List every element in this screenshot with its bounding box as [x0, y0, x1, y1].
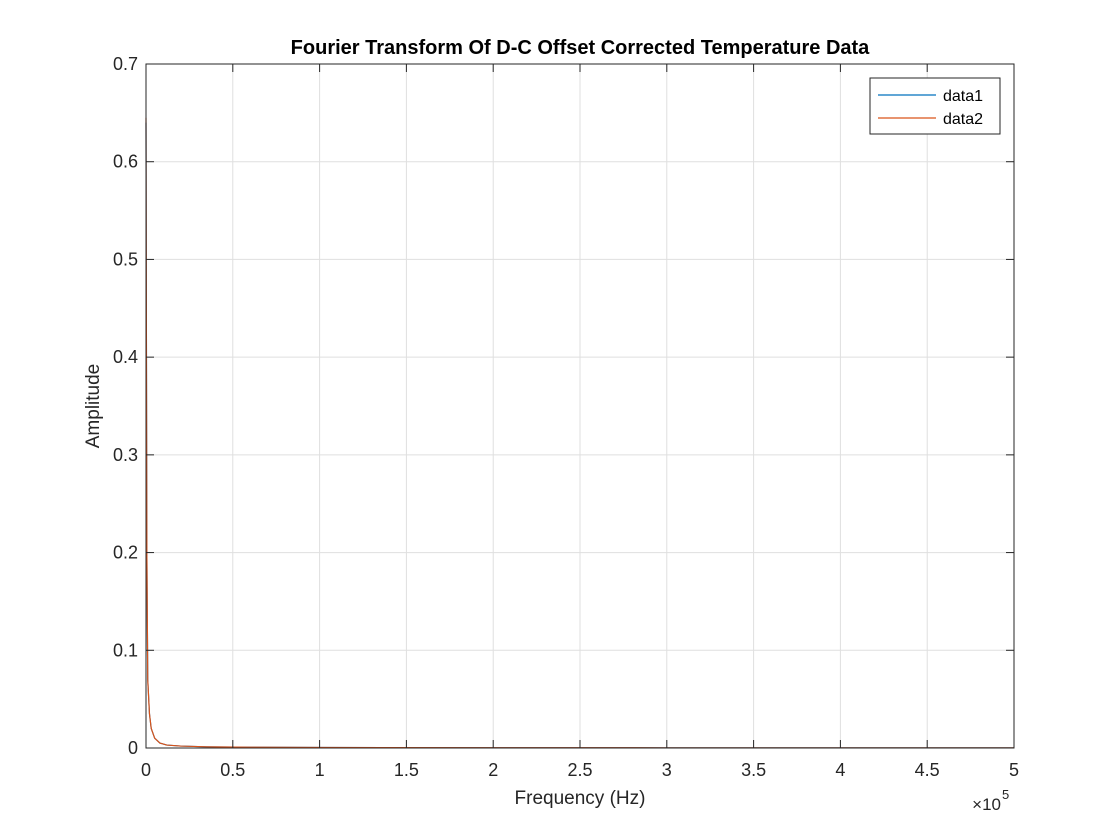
ticks — [145, 63, 1015, 749]
x-axis-exponent: ×10 5 — [972, 787, 1009, 814]
legend-box — [869, 77, 1001, 135]
x-tick-label: 3 — [662, 760, 672, 780]
y-tick-label: 0.5 — [113, 249, 138, 269]
x-tick-label: 4.5 — [915, 760, 940, 780]
y-axis-label: Amplitude — [83, 364, 104, 449]
y-tick-label: 0.1 — [113, 640, 138, 660]
chart-title: Fourier Transform Of D-C Offset Correcte… — [291, 37, 871, 59]
x-tick-label: 5 — [1009, 760, 1019, 780]
y-tick-label: 0 — [128, 738, 138, 758]
x-tick-label: 0 — [141, 760, 151, 780]
x-tick-label: 0.5 — [220, 760, 245, 780]
x-axis-exponent-base: ×10 — [972, 795, 1001, 814]
legend-label-data2: data2 — [943, 111, 983, 128]
x-axis-label: Frequency (Hz) — [515, 788, 646, 809]
y-tick-label: 0.6 — [113, 152, 138, 172]
x-tick-label: 2.5 — [567, 760, 592, 780]
y-tick-label: 0.4 — [113, 347, 138, 367]
legend: data1 data2 — [869, 77, 1001, 135]
x-tick-label: 1.5 — [394, 760, 419, 780]
y-tick-label: 0.3 — [113, 445, 138, 465]
x-tick-label: 1 — [315, 760, 325, 780]
x-axis-exponent-power: 5 — [1002, 787, 1009, 802]
x-tick-label: 4 — [835, 760, 845, 780]
x-tick-label: 3.5 — [741, 760, 766, 780]
y-tick-label: 0.2 — [113, 543, 138, 563]
y-tick-label: 0.7 — [113, 54, 138, 74]
x-tick-label: 2 — [488, 760, 498, 780]
legend-label-data1: data1 — [943, 88, 983, 105]
tick-labels: 0 0.5 1 1.5 2 2.5 3 3.5 4 4.5 5 0 0.1 0.2 0.3 0.4 0.5 0.6… — [113, 54, 1019, 780]
